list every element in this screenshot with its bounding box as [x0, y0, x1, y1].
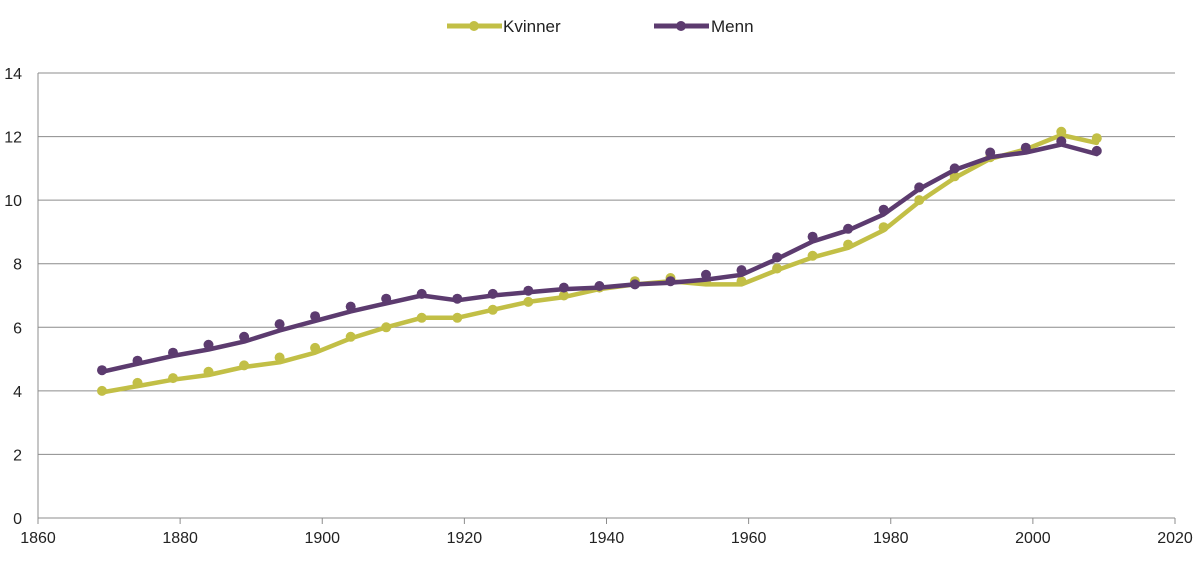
data-point-menn	[239, 331, 250, 342]
data-point-kvinner	[203, 366, 214, 377]
data-point-kvinner	[452, 312, 463, 323]
data-point-kvinner	[97, 385, 107, 396]
data-point-menn	[487, 288, 498, 299]
data-point-kvinner	[239, 360, 250, 371]
x-tick-label: 1860	[20, 530, 56, 547]
legend-label-kvinner: Kvinner	[503, 17, 561, 36]
data-point-menn	[629, 279, 640, 290]
y-tick-label: 2	[13, 447, 22, 464]
x-tick-labels: 1860 1880 1900 1920 1940 1960 1980 2000 2020	[20, 518, 1193, 547]
data-point-menn	[132, 355, 143, 366]
series-group	[97, 126, 1102, 396]
x-tick-label: 1880	[162, 530, 198, 547]
legend: Kvinner Menn	[447, 17, 754, 36]
data-point-kvinner	[736, 276, 747, 287]
data-point-kvinner	[274, 352, 285, 363]
data-point-menn	[168, 347, 178, 358]
y-tick-label: 0	[13, 511, 22, 528]
y-tick-label: 10	[4, 193, 22, 210]
legend-item-kvinner: Kvinner	[447, 17, 561, 36]
data-point-menn	[736, 265, 747, 276]
data-point-menn	[772, 252, 783, 263]
data-point-menn	[665, 276, 676, 287]
data-point-menn	[843, 223, 854, 234]
x-tick-label: 1960	[731, 530, 767, 547]
legend-item-menn: Menn	[654, 17, 754, 36]
x-tick-label: 1940	[589, 530, 625, 547]
data-point-kvinner	[523, 296, 534, 307]
x-tick-label: 1900	[304, 530, 340, 547]
series-menn	[97, 136, 1102, 376]
y-tick-label: 4	[13, 384, 22, 401]
x-tick-label: 1920	[447, 530, 483, 547]
data-point-menn	[914, 182, 925, 193]
data-point-kvinner	[558, 290, 569, 301]
data-point-menn	[807, 231, 818, 242]
data-point-kvinner	[132, 377, 143, 388]
data-point-menn	[97, 365, 107, 376]
data-point-menn	[310, 311, 321, 322]
data-point-kvinner	[416, 312, 427, 323]
data-point-kvinner	[487, 304, 498, 315]
y-tick-label: 8	[13, 257, 22, 274]
data-point-kvinner	[345, 331, 356, 342]
data-point-menn	[1056, 136, 1067, 147]
y-tick-label: 12	[4, 130, 22, 147]
y-tick-labels: 0 2 4 6 8 10 12 14	[4, 66, 22, 528]
data-point-menn	[701, 269, 711, 280]
data-point-menn	[416, 288, 427, 299]
data-point-menn	[523, 285, 534, 296]
data-point-kvinner	[772, 263, 783, 274]
data-point-menn	[949, 163, 960, 174]
data-point-kvinner	[914, 195, 925, 206]
data-point-kvinner	[1056, 126, 1067, 137]
data-point-kvinner	[1091, 133, 1102, 144]
data-point-kvinner	[878, 222, 889, 233]
x-tick-label: 2020	[1157, 530, 1193, 547]
data-point-menn	[381, 293, 392, 304]
data-point-menn	[594, 281, 605, 291]
legend-label-menn: Menn	[711, 17, 754, 36]
data-point-menn	[878, 204, 889, 215]
data-point-menn	[274, 319, 285, 330]
data-point-menn	[1020, 142, 1031, 153]
data-point-kvinner	[381, 322, 392, 333]
data-point-kvinner	[807, 250, 818, 261]
data-point-kvinner	[168, 373, 178, 384]
x-tick-label: 1980	[873, 530, 909, 547]
axes	[37, 73, 1175, 519]
data-point-menn	[558, 282, 569, 293]
data-point-menn	[345, 301, 356, 312]
legend-marker-menn	[676, 21, 686, 31]
data-point-menn	[203, 339, 214, 350]
data-point-kvinner	[310, 342, 321, 353]
x-tick-label: 2000	[1015, 530, 1051, 547]
legend-marker-kvinner	[469, 21, 479, 31]
data-point-menn	[452, 293, 463, 304]
data-point-menn	[985, 147, 996, 158]
y-tick-label: 14	[4, 66, 22, 83]
y-tick-label: 6	[13, 320, 22, 337]
series-line-menn	[99, 142, 1100, 375]
gridlines	[38, 72, 1175, 455]
data-point-kvinner	[843, 239, 854, 250]
data-point-menn	[1091, 145, 1102, 156]
